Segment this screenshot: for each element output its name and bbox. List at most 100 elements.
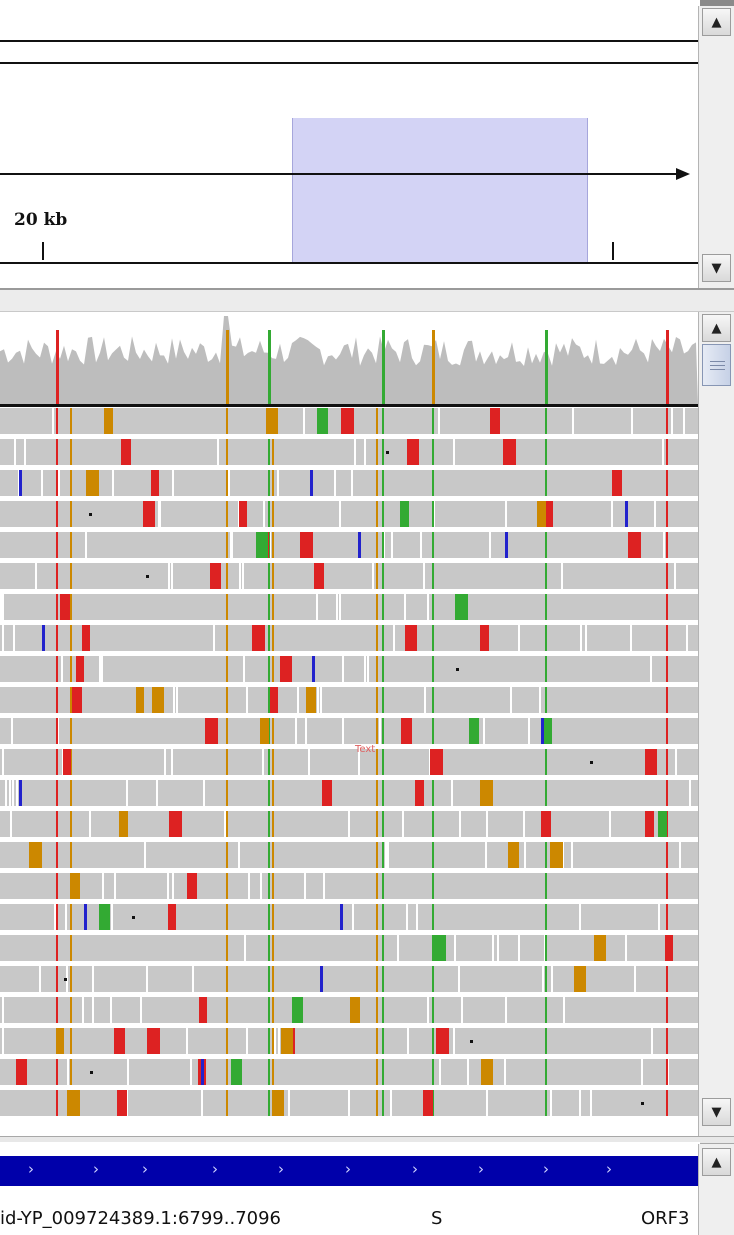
- mismatch-column: [268, 780, 270, 806]
- direction-arrow-icon: [676, 168, 690, 180]
- read-gap: [39, 966, 41, 992]
- read-gap: [85, 532, 87, 558]
- read-gap: [406, 904, 408, 930]
- mismatch-column: [272, 501, 274, 527]
- read-gap: [407, 1028, 409, 1054]
- mismatch-column: [382, 718, 384, 744]
- mismatch-block: [490, 408, 500, 434]
- mismatch-block: [151, 470, 159, 496]
- read-gap: [372, 563, 374, 589]
- read-gap: [246, 1028, 248, 1054]
- mismatch-column: [376, 749, 378, 775]
- strand-chevron-icon: ›: [345, 1160, 351, 1178]
- mismatch-column: [666, 594, 668, 620]
- strand-chevron-icon: ›: [278, 1160, 284, 1178]
- scroll-up-button[interactable]: ▲: [702, 8, 731, 36]
- scroll-up-button[interactable]: ▲: [702, 314, 731, 342]
- mismatch-block: [407, 439, 419, 465]
- mismatch-column: [272, 904, 274, 930]
- mismatch-column: [226, 594, 228, 620]
- deletion-dot: [470, 1040, 473, 1043]
- read-gap: [352, 904, 354, 930]
- read-gap: [172, 470, 174, 496]
- feature-scrollbar[interactable]: ▲: [698, 1144, 734, 1235]
- read-gap: [246, 687, 248, 713]
- mismatch-column: [382, 532, 384, 558]
- read-gap: [518, 935, 520, 961]
- deletion-dot: [641, 1102, 644, 1105]
- read-gap: [658, 904, 660, 930]
- mismatch-column: [376, 1059, 378, 1085]
- mismatch-block: [314, 563, 324, 589]
- mismatch-block: [300, 532, 313, 558]
- mismatch-column: [70, 687, 72, 713]
- mismatch-column: [545, 625, 547, 651]
- mismatch-block: [72, 687, 82, 713]
- mismatch-column: [432, 1028, 434, 1054]
- mismatch-block: [104, 408, 113, 434]
- mismatch-column: [268, 904, 270, 930]
- scroll-down-button[interactable]: ▼: [702, 254, 731, 282]
- read-gap: [590, 1090, 592, 1116]
- mismatch-column: [382, 904, 384, 930]
- scroll-thumb[interactable]: [702, 344, 731, 386]
- mismatch-column: [376, 563, 378, 589]
- ruler-baseline: [0, 262, 698, 264]
- read-gap: [167, 873, 169, 899]
- read-gap: [316, 594, 318, 620]
- read-gap: [54, 904, 56, 930]
- arrow-up-icon: ▲: [711, 1154, 722, 1170]
- mismatch-column: [382, 439, 384, 465]
- scroll-up-button[interactable]: ▲: [702, 1148, 731, 1176]
- reads-track[interactable]: [0, 402, 698, 1138]
- scroll-down-button[interactable]: ▼: [702, 1098, 731, 1126]
- read-gap: [518, 625, 520, 651]
- read-gap: [190, 1059, 192, 1085]
- mismatch-block: [201, 1059, 204, 1085]
- mismatch-column: [545, 1090, 547, 1116]
- mismatch-column: [272, 842, 274, 868]
- read-gap: [156, 780, 158, 806]
- mismatch-block: [405, 625, 417, 651]
- mismatch-block: [19, 470, 22, 496]
- coverage-track[interactable]: [0, 312, 698, 404]
- read-gap: [164, 749, 166, 775]
- mismatch-block: [281, 1028, 293, 1054]
- mismatch-column: [432, 811, 434, 837]
- mismatch-column: [272, 718, 274, 744]
- region-of-interest-highlight[interactable]: [292, 118, 588, 264]
- mismatch-column: [666, 1028, 668, 1054]
- ruler-scrollbar[interactable]: ▲ ▼: [698, 6, 734, 288]
- read-gap: [176, 687, 178, 713]
- mismatch-column: [666, 532, 668, 558]
- mismatch-block: [415, 780, 424, 806]
- mismatch-column: [268, 749, 270, 775]
- deletion-dot: [90, 1071, 93, 1074]
- mismatch-column: [666, 873, 668, 899]
- panel-splitter[interactable]: [0, 288, 734, 312]
- mismatch-block: [508, 842, 519, 868]
- mismatch-column: [226, 718, 228, 744]
- read-gap: [483, 718, 485, 744]
- mismatch-block: [84, 904, 87, 930]
- read-gap: [379, 718, 381, 744]
- mismatch-column: [70, 594, 72, 620]
- mismatch-block: [121, 439, 131, 465]
- mismatch-column: [666, 408, 668, 434]
- read-gap: [111, 904, 113, 930]
- gene-feature-bar[interactable]: › › › › › › › › › ›: [0, 1156, 698, 1186]
- scale-label: 20 kb: [14, 210, 68, 230]
- alignment-scrollbar[interactable]: ▲ ▼: [698, 312, 734, 1136]
- read-gap: [524, 842, 526, 868]
- read-gap: [671, 408, 673, 434]
- mismatch-column: [70, 408, 72, 434]
- arrow-down-icon: ▼: [711, 260, 722, 276]
- mismatch-column: [666, 997, 668, 1023]
- mismatch-block: [436, 1028, 449, 1054]
- read-gap: [248, 873, 250, 899]
- mismatch-column: [70, 904, 72, 930]
- feature-orf-label[interactable]: ORF3: [641, 1208, 690, 1229]
- feature-name-label[interactable]: id-YP_009724389.1:6799..7096: [0, 1208, 282, 1229]
- read-gap: [451, 780, 453, 806]
- mismatch-column: [56, 842, 58, 868]
